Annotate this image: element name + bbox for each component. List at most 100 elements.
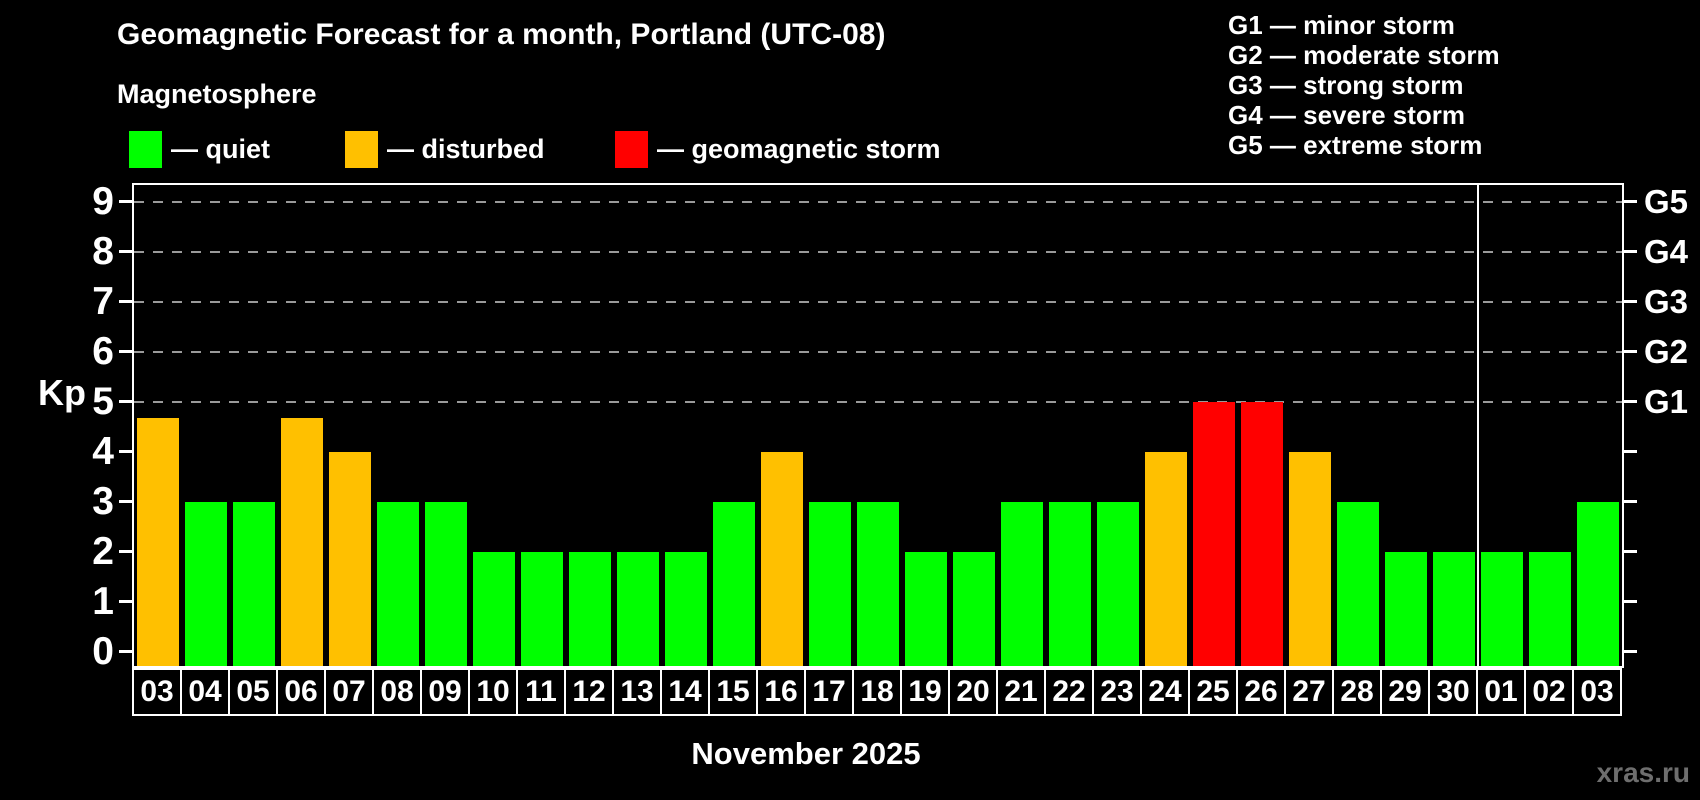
day-label-nov-15: 15 bbox=[708, 668, 758, 716]
day-label-nov-05: 05 bbox=[228, 668, 278, 716]
g-legend-g1: G1 — minor storm bbox=[1228, 10, 1455, 40]
y-tick-label-1: 1 bbox=[92, 579, 114, 623]
y-tick-left-1 bbox=[119, 600, 132, 603]
kp-bar-day-15 bbox=[713, 501, 755, 666]
day-label-nov-18: 18 bbox=[852, 668, 902, 716]
y-tick-left-8 bbox=[119, 250, 132, 253]
gridline-kp-6 bbox=[134, 350, 1622, 353]
g-axis-label-g4: G4 bbox=[1644, 232, 1689, 270]
legend-item-quiet: — quiet bbox=[129, 131, 270, 168]
day-label-nov-06: 06 bbox=[276, 668, 326, 716]
day-label-nov-13: 13 bbox=[612, 668, 662, 716]
g-legend-g4: G4 — severe storm bbox=[1228, 100, 1466, 130]
y-tick-right-0 bbox=[1624, 650, 1637, 653]
day-label-dec-01: 01 bbox=[1476, 668, 1526, 716]
plot-area bbox=[132, 183, 1624, 668]
kp-bar-day-10 bbox=[473, 551, 515, 666]
y-tick-left-6 bbox=[119, 350, 132, 353]
day-label-nov-30: 30 bbox=[1428, 668, 1478, 716]
g-axis-label-g5: G5 bbox=[1644, 182, 1689, 220]
chart-title: Geomagnetic Forecast for a month, Portla… bbox=[117, 18, 886, 51]
kp-bar-day-20 bbox=[953, 551, 995, 666]
y-tick-label-4: 4 bbox=[92, 429, 114, 473]
legend-item-disturbed: — disturbed bbox=[345, 131, 545, 168]
y-axis-title: Kp bbox=[38, 372, 86, 413]
day-label-nov-21: 21 bbox=[996, 668, 1046, 716]
kp-bar-day-28 bbox=[1337, 501, 1379, 666]
kp-bar-day-07 bbox=[329, 451, 371, 666]
day-label-nov-03: 03 bbox=[132, 668, 182, 716]
watermark: xras.ru bbox=[1596, 757, 1690, 788]
kp-bar-day-02 bbox=[1529, 551, 1571, 666]
kp-bar-day-27 bbox=[1289, 451, 1331, 666]
day-label-nov-27: 27 bbox=[1284, 668, 1334, 716]
y-tick-right-7 bbox=[1624, 300, 1637, 303]
y-tick-left-0 bbox=[119, 650, 132, 653]
kp-bar-day-03 bbox=[137, 418, 179, 666]
y-tick-right-4 bbox=[1624, 450, 1637, 453]
kp-bar-day-04 bbox=[185, 501, 227, 666]
kp-bar-day-06 bbox=[281, 418, 323, 666]
gridline-kp-9 bbox=[134, 200, 1622, 203]
kp-bar-day-03 bbox=[1577, 501, 1619, 666]
kp-bar-day-18 bbox=[857, 501, 899, 666]
kp-bar-day-17 bbox=[809, 501, 851, 666]
day-label-nov-28: 28 bbox=[1332, 668, 1382, 716]
gridline-kp-8 bbox=[134, 250, 1622, 253]
y-tick-right-6 bbox=[1624, 350, 1637, 353]
day-label-nov-09: 09 bbox=[420, 668, 470, 716]
month-separator-line bbox=[1477, 185, 1479, 666]
day-label-nov-20: 20 bbox=[948, 668, 998, 716]
kp-bar-day-11 bbox=[521, 551, 563, 666]
day-label-nov-08: 08 bbox=[372, 668, 422, 716]
y-tick-right-9 bbox=[1624, 200, 1637, 203]
kp-bar-day-26 bbox=[1241, 401, 1283, 666]
day-label-nov-14: 14 bbox=[660, 668, 710, 716]
day-label-dec-02: 02 bbox=[1524, 668, 1574, 716]
y-tick-left-2 bbox=[119, 550, 132, 553]
day-label-nov-25: 25 bbox=[1188, 668, 1238, 716]
legend-item-storm: — geomagnetic storm bbox=[615, 131, 941, 168]
x-axis-title: November 2025 bbox=[691, 736, 921, 771]
g-legend-g3: G3 — strong storm bbox=[1228, 70, 1464, 100]
kp-bar-day-30 bbox=[1433, 551, 1475, 666]
y-tick-label-8: 8 bbox=[92, 229, 114, 273]
day-label-nov-11: 11 bbox=[516, 668, 566, 716]
y-tick-right-1 bbox=[1624, 600, 1637, 603]
kp-bar-day-23 bbox=[1097, 501, 1139, 666]
day-label-nov-29: 29 bbox=[1380, 668, 1430, 716]
y-tick-label-0: 0 bbox=[92, 629, 114, 673]
day-label-nov-12: 12 bbox=[564, 668, 614, 716]
disturbed-color-swatch bbox=[345, 131, 378, 168]
y-tick-label-3: 3 bbox=[92, 479, 114, 523]
kp-bar-day-22 bbox=[1049, 501, 1091, 666]
kp-bar-day-29 bbox=[1385, 551, 1427, 666]
y-tick-label-6: 6 bbox=[92, 329, 114, 373]
kp-bar-day-05 bbox=[233, 501, 275, 666]
day-label-nov-07: 07 bbox=[324, 668, 374, 716]
legend-label-storm: — geomagnetic storm bbox=[657, 134, 941, 164]
y-tick-left-9 bbox=[119, 200, 132, 203]
g-axis-label-g1: G1 bbox=[1644, 382, 1689, 420]
day-label-nov-19: 19 bbox=[900, 668, 950, 716]
y-tick-right-5 bbox=[1624, 400, 1637, 403]
chart-subtitle: Magnetosphere bbox=[117, 79, 317, 109]
storm-color-swatch bbox=[615, 131, 648, 168]
kp-bar-day-13 bbox=[617, 551, 659, 666]
day-label-nov-23: 23 bbox=[1092, 668, 1142, 716]
y-tick-right-2 bbox=[1624, 550, 1637, 553]
y-tick-label-2: 2 bbox=[92, 529, 114, 573]
kp-bar-day-16 bbox=[761, 451, 803, 666]
kp-bar-day-24 bbox=[1145, 451, 1187, 666]
quiet-color-swatch bbox=[129, 131, 162, 168]
y-tick-label-9: 9 bbox=[92, 179, 114, 223]
y-tick-left-4 bbox=[119, 450, 132, 453]
day-label-nov-26: 26 bbox=[1236, 668, 1286, 716]
y-tick-left-7 bbox=[119, 300, 132, 303]
kp-bar-day-21 bbox=[1001, 501, 1043, 666]
kp-bar-day-14 bbox=[665, 551, 707, 666]
y-tick-left-3 bbox=[119, 500, 132, 503]
kp-bar-day-01 bbox=[1481, 551, 1523, 666]
kp-bar-day-19 bbox=[905, 551, 947, 666]
